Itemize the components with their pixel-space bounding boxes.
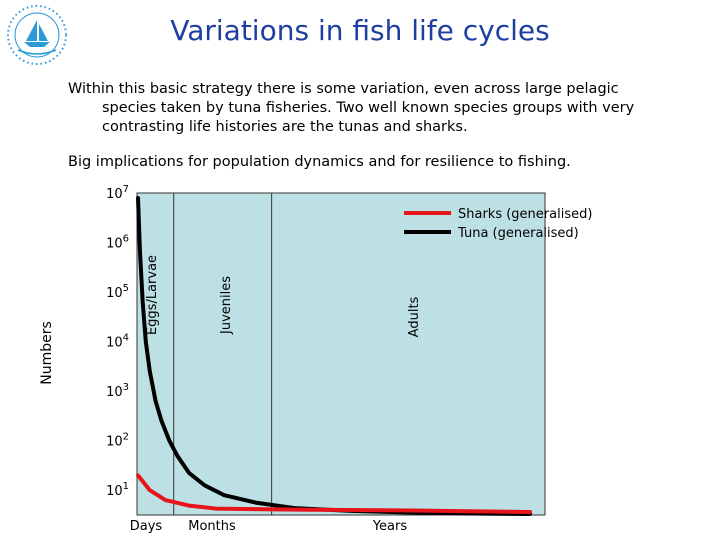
organization-logo — [4, 2, 70, 68]
stage-label: Juveniles — [219, 276, 234, 335]
y-tick-label: 103 — [106, 382, 129, 400]
shark-series-line — [136, 473, 532, 514]
y-axis-label: Numbers — [39, 321, 55, 385]
intro-line-3: contrasting life histories are the tunas… — [102, 119, 468, 135]
intro-line-1: Within this basic strategy there is some… — [68, 81, 619, 97]
legend-label: Sharks (generalised) — [458, 207, 592, 222]
logo-icon — [7, 5, 67, 65]
y-tick-label: 106 — [106, 234, 129, 252]
x-tick-label: Months — [188, 519, 236, 534]
x-tick-label: Years — [372, 519, 408, 534]
legend-label: Tuna (generalised) — [457, 226, 579, 241]
plot-area — [136, 192, 546, 516]
y-tick-label: 105 — [106, 283, 129, 301]
y-tick-label: 102 — [106, 432, 129, 450]
stage-label: Eggs/Larvae — [145, 255, 160, 335]
intro-line-2: species taken by tuna fisheries. Two wel… — [102, 100, 635, 116]
y-tick-label: 101 — [106, 481, 129, 499]
implications-paragraph: Big implications for population dynamics… — [68, 154, 571, 170]
stage-label: Adults — [407, 296, 422, 337]
intro-paragraph: Within this basic strategy there is some… — [68, 80, 648, 137]
y-tick-label: 107 — [106, 184, 129, 202]
x-tick-label: Days — [130, 519, 163, 534]
page-title: Variations in fish life cycles — [170, 14, 550, 47]
y-tick-label: 104 — [106, 333, 129, 351]
